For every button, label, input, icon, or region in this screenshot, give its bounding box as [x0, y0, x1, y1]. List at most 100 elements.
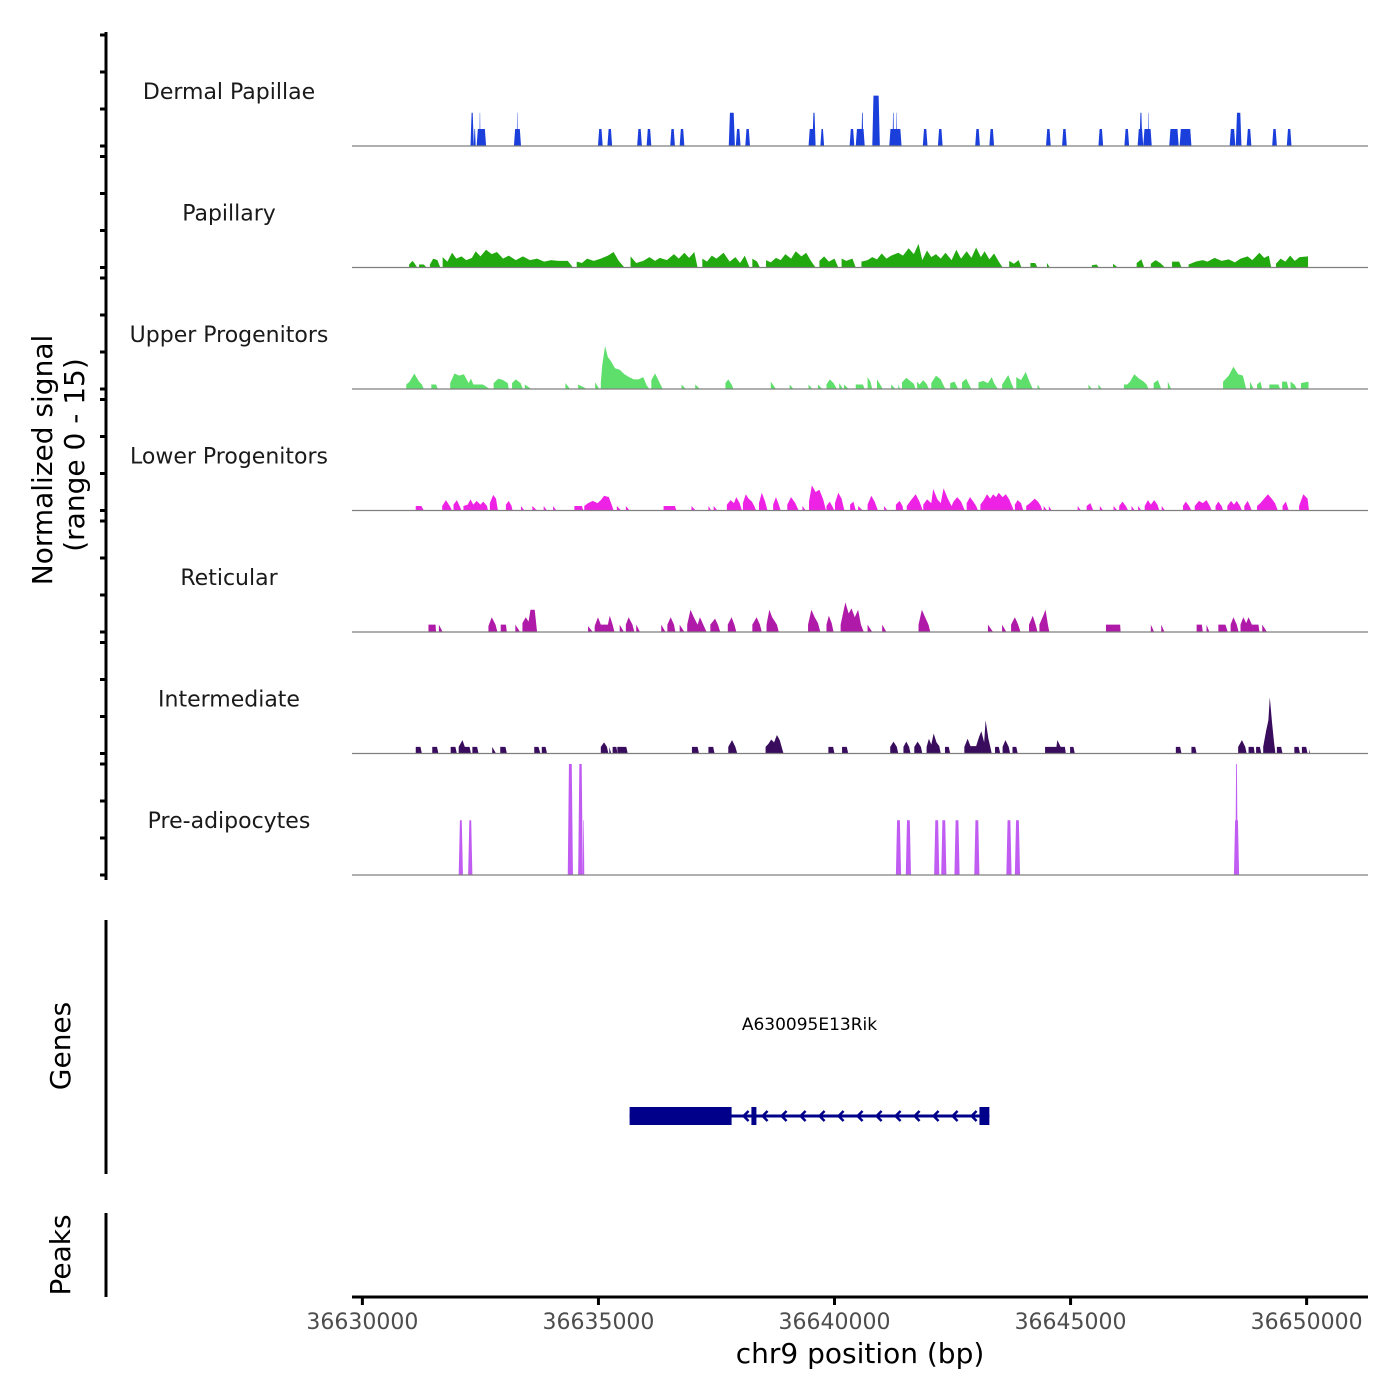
signal-area: [926, 733, 941, 754]
signal-area: [1182, 501, 1192, 511]
signal-peak: [1147, 112, 1149, 146]
signal-peak: [1006, 820, 1012, 875]
gene-exon: [979, 1107, 990, 1125]
signal-area: [1294, 746, 1301, 754]
signal-area: [574, 506, 584, 511]
signal-area: [987, 624, 994, 632]
signal-area: [1105, 624, 1121, 632]
track-label: Lower Progenitors: [130, 445, 328, 470]
signal-area: [521, 506, 525, 511]
signal-peak: [1124, 128, 1130, 146]
signal-area: [576, 251, 625, 268]
gene-A630095E13Rik: A630095E13Rik: [629, 1015, 990, 1125]
signal-area: [726, 497, 742, 511]
signal-peak: [473, 128, 476, 146]
signal-peak: [1139, 112, 1143, 146]
signal-area: [1037, 384, 1041, 389]
signal-peak: [922, 128, 928, 146]
signal-area: [944, 746, 951, 754]
signal-area: [1167, 381, 1172, 389]
signal-area: [429, 258, 441, 268]
track-label: Reticular: [180, 566, 278, 591]
signal-area: [1223, 366, 1247, 389]
signal-area: [1088, 384, 1092, 389]
signal-area: [1099, 506, 1104, 511]
signal-peak: [476, 128, 487, 146]
signal-area: [594, 615, 615, 632]
signal-area: [1131, 506, 1135, 511]
strand-arrow-icon: [798, 1110, 807, 1122]
signal-peak: [1286, 128, 1292, 146]
signal-area: [609, 746, 612, 754]
signal-area: [1196, 624, 1203, 632]
signal-area: [1249, 381, 1254, 389]
signal-area: [522, 609, 538, 632]
signal-area: [895, 500, 904, 511]
signal-area: [1138, 506, 1142, 511]
signal-area: [1012, 746, 1018, 754]
signal-area: [578, 384, 588, 389]
signal-area: [808, 384, 813, 389]
signal-area: [708, 506, 712, 511]
signal-area: [534, 746, 541, 754]
signal-area: [493, 378, 509, 389]
track-label: Pre-adipocytes: [148, 809, 311, 834]
signal-area: [802, 506, 806, 511]
strand-arrow-icon: [741, 1110, 750, 1122]
peaks-panel: Peaks: [44, 1213, 108, 1297]
signal-area: [826, 615, 834, 632]
track-label: Intermediate: [158, 688, 300, 713]
signal-area: [843, 384, 849, 389]
signal-area: [787, 497, 799, 511]
signal-area: [431, 384, 438, 389]
signal-area: [1153, 380, 1162, 389]
strand-arrow-icon: [893, 1110, 902, 1122]
signal-area: [532, 506, 538, 511]
signal-peak: [855, 128, 865, 146]
signal-area: [708, 746, 715, 754]
signal-area: [884, 506, 888, 511]
signal-peak: [468, 820, 473, 875]
signal-area: [505, 500, 513, 511]
signal-area: [923, 488, 965, 511]
x-tick-label: 36650000: [1251, 1310, 1363, 1335]
signal-area: [1238, 740, 1247, 754]
signal-area: [1002, 374, 1014, 389]
signal-area: [766, 251, 816, 268]
strand-arrow-icon: [836, 1110, 845, 1122]
signal-area: [524, 384, 532, 389]
signal-peak: [1229, 128, 1236, 146]
track-reticular: Reticular: [180, 566, 1368, 633]
strand-arrow-icon: [779, 1110, 788, 1122]
signal-peak: [637, 128, 642, 146]
signal-area: [406, 373, 424, 389]
signal-area: [543, 506, 547, 511]
signal-area: [472, 746, 479, 754]
x-axis: 36630000 36635000 36640000 36645000 36650000…: [306, 1295, 1368, 1370]
signal-area: [1026, 498, 1043, 511]
signal-peak: [735, 128, 741, 146]
signal-area: [500, 624, 507, 632]
signal-area: [898, 384, 901, 389]
signal-area: [1048, 506, 1052, 511]
track-upper-progenitors: Upper Progenitors: [130, 323, 1368, 390]
signal-area: [1002, 740, 1011, 754]
signal-area: [809, 485, 827, 511]
signal-area: [584, 495, 614, 511]
signal-area: [819, 256, 839, 268]
signal-peak: [861, 112, 864, 146]
signal-area: [966, 497, 979, 511]
signal-peak: [975, 128, 980, 146]
signal-area: [1161, 506, 1165, 511]
signal-area: [419, 264, 427, 268]
signal-y-axis: [100, 32, 108, 880]
signal-area: [1077, 506, 1081, 511]
signal-peak: [728, 112, 735, 146]
signal-area: [1257, 381, 1263, 389]
signal-area: [1257, 494, 1278, 511]
signal-area: [961, 378, 972, 389]
signal-area: [710, 618, 721, 632]
signal-peak: [812, 112, 816, 146]
signal-peak: [974, 820, 980, 875]
signal-peak: [1046, 128, 1051, 146]
